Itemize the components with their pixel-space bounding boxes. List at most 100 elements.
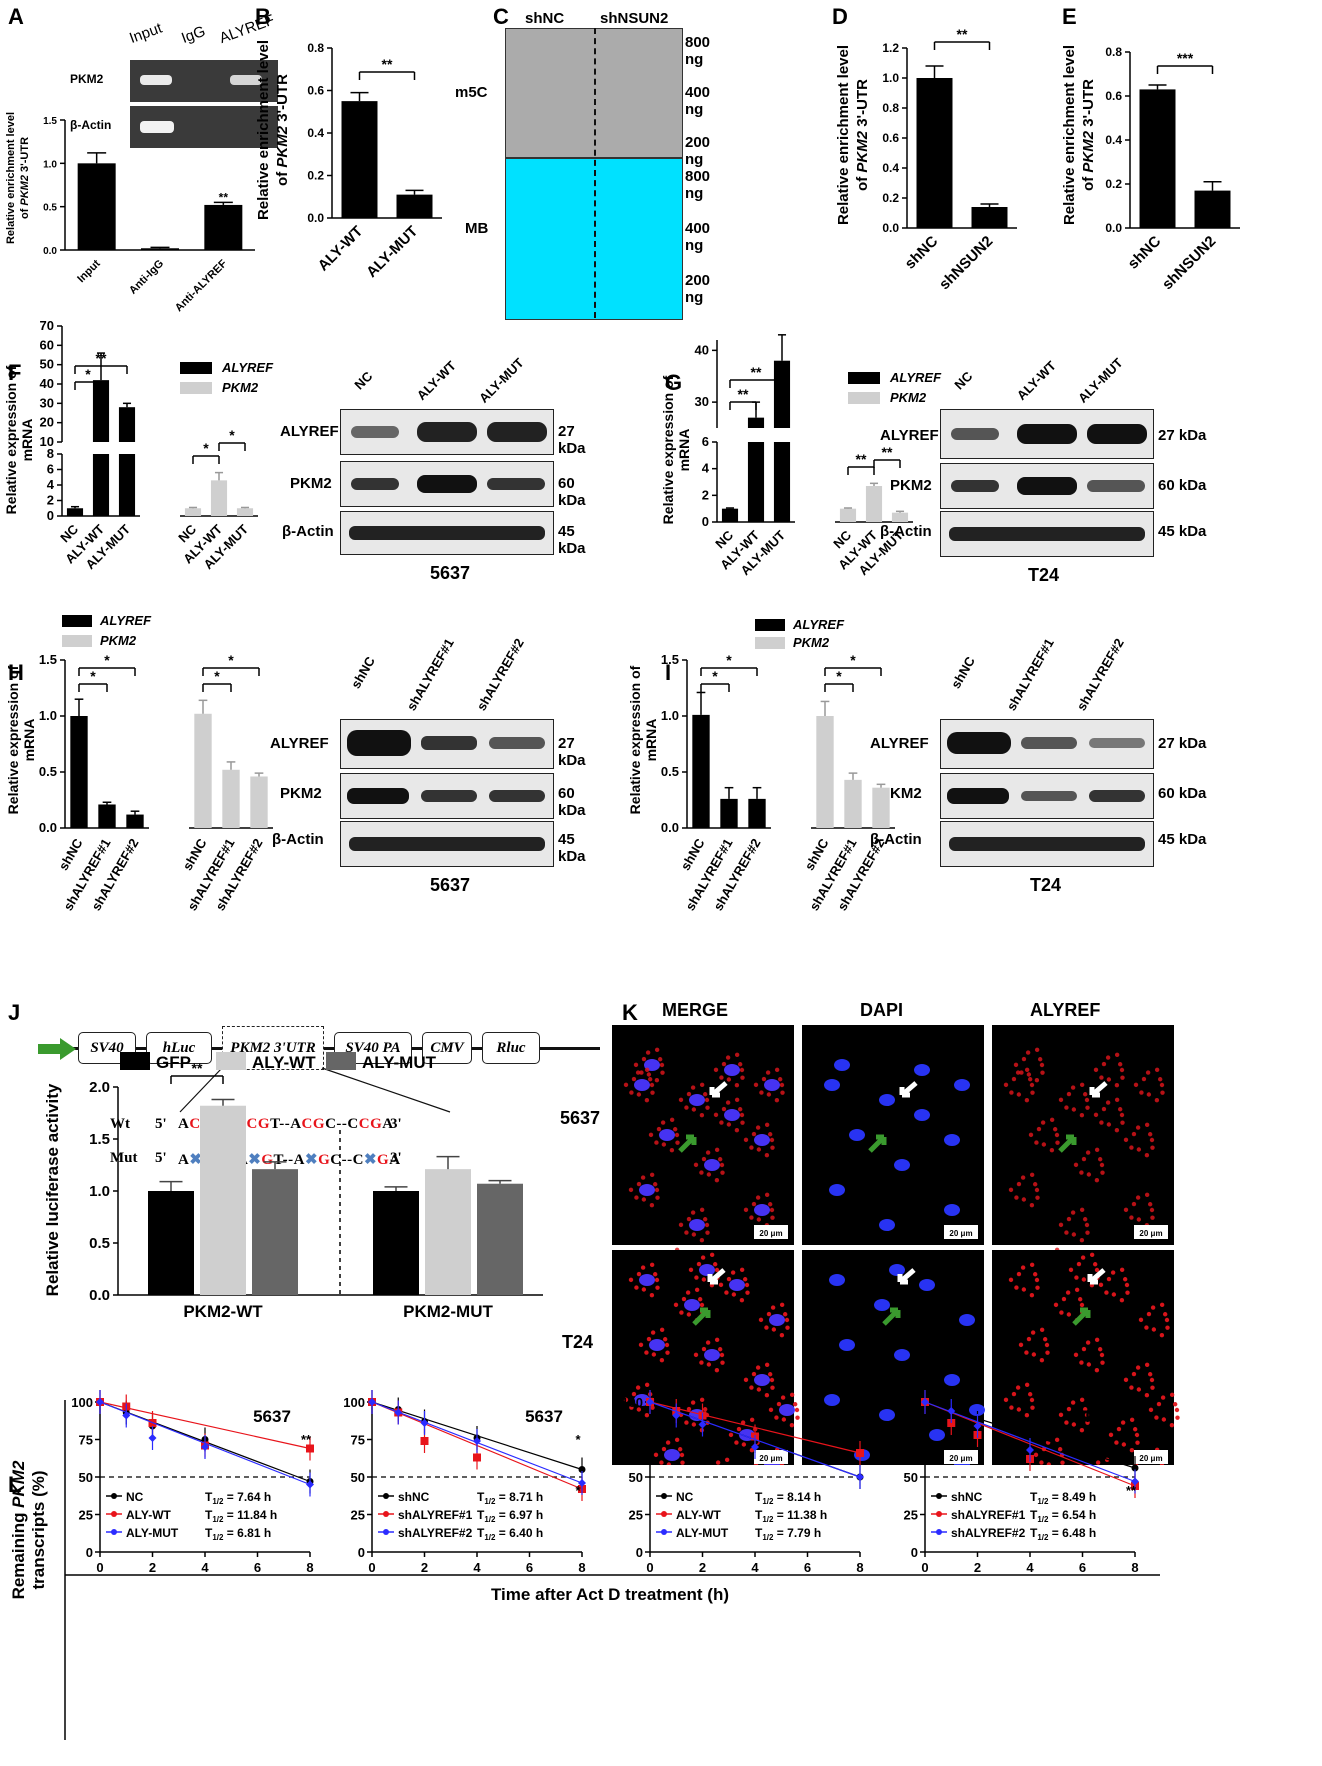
legend-marker (936, 1511, 942, 1517)
dapi-nucleus (879, 1094, 895, 1106)
y-axis-label: of PKM2 3'-UTR (274, 74, 291, 186)
x-tick-label: 2 (699, 1560, 706, 1575)
alyref-signal (1136, 1217, 1142, 1222)
alyref-signal (1123, 1137, 1129, 1143)
panel-label-b: B (255, 4, 271, 29)
legend-label: GFP (156, 1053, 191, 1072)
alyref-signal (635, 1070, 641, 1075)
y-tick-label: 75 (79, 1433, 93, 1448)
alyref-signal (794, 1407, 800, 1413)
alyref-signal (1120, 1420, 1126, 1425)
alyref-signal (1124, 1282, 1130, 1288)
sequence-char: G (370, 1116, 383, 1132)
bar (126, 814, 144, 828)
alyref-signal (623, 1397, 629, 1403)
y-tick-label: 0.0 (39, 820, 57, 835)
alyref-signal (691, 1422, 697, 1427)
blot-kda: 27 kDa (1158, 427, 1207, 444)
alyref-signal (777, 1077, 783, 1082)
alyref-signal (719, 1352, 725, 1358)
alyref-signal (1058, 1412, 1064, 1418)
y-axis-label: Relative expression of (3, 365, 19, 514)
alyref-signal (756, 1217, 762, 1222)
alyref-signal (792, 1402, 798, 1407)
label-part: of (274, 168, 291, 186)
alyref-signal (764, 1192, 770, 1198)
y-tick-label: 60 (40, 337, 54, 352)
x-tick-label: 0 (646, 1560, 653, 1575)
alyref-signal (641, 1287, 647, 1292)
alyref-signal (774, 1415, 779, 1420)
alyref-signal (1071, 1422, 1077, 1427)
legend-label: ALY-MUT (126, 1526, 179, 1540)
y-tick-label: 1.5 (43, 116, 57, 127)
alyref-signal (669, 1117, 675, 1123)
y-axis-label: Relative enrichment level (835, 45, 852, 225)
y-tick-label: 1.0 (882, 71, 899, 85)
y-axis-label: Relative enrichment level (255, 40, 272, 220)
alyref-signal (1081, 1346, 1087, 1352)
x-tick-label: 4 (1026, 1560, 1034, 1575)
alyref-signal (1054, 1132, 1060, 1138)
alyref-signal (1021, 1287, 1027, 1292)
alyref-signal (1097, 1347, 1103, 1352)
blot-strip-pkm2 (340, 461, 554, 507)
y-tick-label: 50 (351, 1470, 365, 1485)
dapi-nucleus (879, 1219, 895, 1231)
bar (971, 207, 1008, 228)
alyref-signal (654, 1047, 660, 1053)
alyref-signal (644, 1350, 649, 1355)
y-tick-label: 25 (351, 1508, 365, 1523)
alyref-signal (743, 1207, 749, 1213)
label-part: of (19, 206, 31, 219)
sig-label: * (203, 440, 209, 456)
scale-bar-label: 20 μm (949, 1229, 972, 1238)
alyref-signal (646, 1336, 652, 1342)
alyref-signal (1093, 1112, 1099, 1118)
thalf-value: = 6.97 h (495, 1508, 543, 1522)
alyref-signal (649, 1293, 655, 1298)
blot-band (1017, 424, 1077, 444)
sig-label: ** (856, 451, 867, 467)
dapi-nucleus (729, 1279, 745, 1291)
thalf-sub: 1/2 (484, 1497, 496, 1506)
alyref-signal (751, 1371, 757, 1377)
alyref-signal (1027, 1077, 1033, 1082)
alyref-signal (1144, 1393, 1150, 1398)
sig-label: ** (851, 1432, 862, 1447)
alyref-signal (1024, 1382, 1030, 1388)
alyref-signal (734, 1052, 740, 1058)
alyref-signal (1144, 1122, 1150, 1128)
alyref-signal (1114, 1052, 1120, 1058)
x-tick-label: shNSUN2 (936, 233, 996, 293)
alyref-signal (1156, 1401, 1162, 1407)
alyref-signal (1119, 1267, 1125, 1273)
bar (721, 508, 739, 522)
alyref-signal (1111, 1292, 1117, 1297)
alyref-signal (647, 1077, 653, 1082)
dapi-nucleus (704, 1349, 720, 1361)
blot-kda: 27 kDa (558, 735, 586, 769)
alyref-signal (1136, 1147, 1142, 1152)
alyref-signal (774, 1098, 780, 1103)
alyref-signal (1101, 1061, 1107, 1067)
legend-marker (383, 1529, 389, 1535)
white-arrow-icon (707, 1268, 726, 1285)
alyref-signal (705, 1230, 710, 1235)
alyref-signal (629, 1090, 634, 1095)
y-tick-label: 0.2 (1105, 177, 1122, 191)
alyref-signal (1119, 1298, 1125, 1303)
y-tick-label: 1.0 (661, 708, 679, 723)
y-tick-label: 0.5 (43, 203, 57, 214)
fit-line (99, 1401, 311, 1450)
bar (844, 779, 862, 828)
alyref-signal (1094, 1368, 1100, 1373)
alyref-signal (650, 1405, 655, 1410)
alyref-signal (1079, 1170, 1084, 1175)
alyref-signal (1074, 1287, 1080, 1293)
alyref-signal (1139, 1090, 1144, 1095)
alyref-signal (1079, 1082, 1085, 1088)
alyref-signal (719, 1120, 724, 1125)
y-tick-label: 0.8 (307, 41, 324, 55)
alyref-signal (1066, 1216, 1072, 1222)
